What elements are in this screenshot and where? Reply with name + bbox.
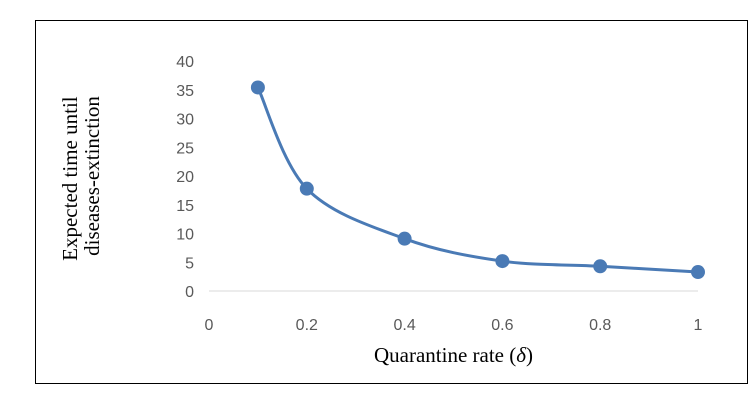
x-tick-label: 1 bbox=[694, 317, 703, 334]
y-axis-title-line-2: diseases-extinction bbox=[80, 96, 104, 256]
data-point bbox=[250, 80, 265, 95]
x-axis-title-symbol: δ bbox=[516, 343, 527, 367]
data-markers bbox=[250, 80, 705, 280]
y-axis-title: Expected time until diseases-extinction bbox=[58, 91, 104, 261]
x-axis-title: Quarantine rate (δ) bbox=[374, 343, 533, 367]
y-tick-label: 35 bbox=[176, 83, 194, 100]
x-tick-labels: 0 0.2 0.4 0.6 0.8 1 bbox=[205, 317, 703, 334]
y-tick-label: 15 bbox=[176, 198, 194, 215]
y-tick-label: 40 bbox=[176, 54, 194, 71]
x-tick-label: 0.2 bbox=[296, 317, 318, 334]
y-tick-label: 0 bbox=[185, 284, 194, 301]
x-tick-label: 0 bbox=[205, 317, 214, 334]
x-axis-title-close: ) bbox=[526, 343, 533, 367]
data-point bbox=[495, 254, 510, 269]
y-tick-label: 20 bbox=[176, 169, 194, 186]
x-tick-label: 0.4 bbox=[393, 317, 415, 334]
data-point bbox=[299, 181, 314, 196]
x-axis-title-text: Quarantine rate ( bbox=[374, 343, 516, 367]
x-tick-label: 0.6 bbox=[491, 317, 513, 334]
data-point bbox=[691, 265, 705, 280]
x-tick-label: 0.8 bbox=[589, 317, 611, 334]
y-axis-title-line-1: Expected time until bbox=[58, 96, 82, 261]
line-chart: 0 5 10 15 20 25 30 35 40 0 0.2 0.4 0.6 0.8 1 Quaranti… bbox=[58, 54, 705, 367]
data-point bbox=[397, 231, 412, 246]
data-point bbox=[593, 259, 608, 274]
y-tick-label: 5 bbox=[185, 255, 194, 272]
y-tick-label: 10 bbox=[176, 227, 194, 244]
y-tick-labels: 0 5 10 15 20 25 30 35 40 bbox=[176, 54, 194, 301]
chart-frame: 0 5 10 15 20 25 30 35 40 0 0.2 0.4 0.6 0.8 1 Quaranti… bbox=[35, 20, 748, 384]
y-tick-label: 25 bbox=[176, 140, 194, 157]
series-line bbox=[256, 85, 700, 274]
y-tick-label: 30 bbox=[176, 112, 194, 129]
